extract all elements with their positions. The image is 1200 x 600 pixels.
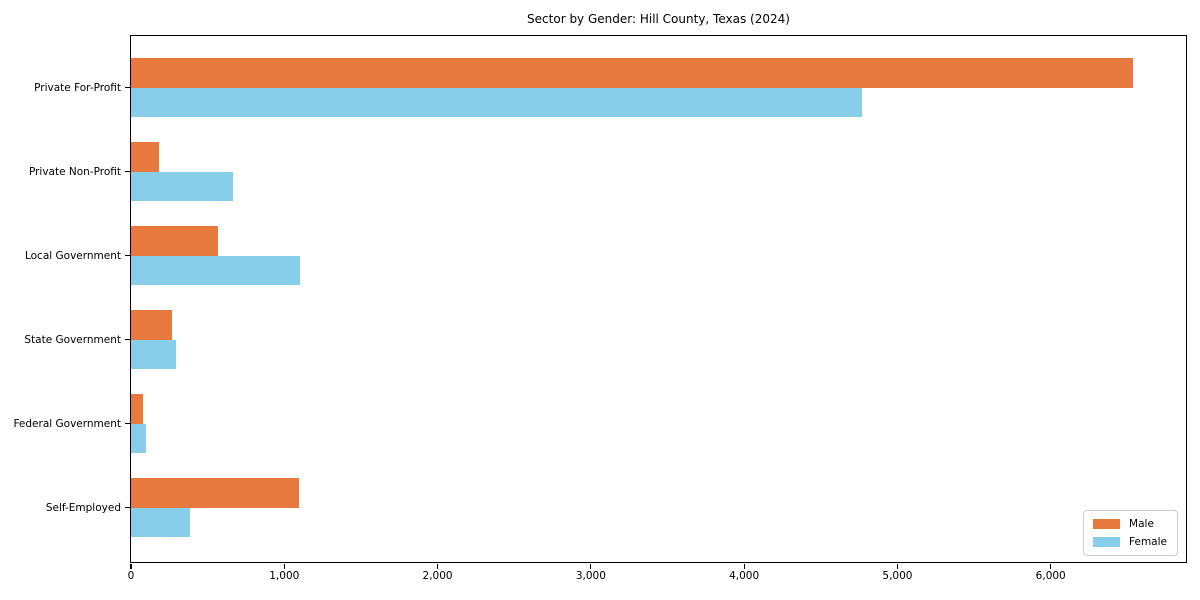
y-axis-tick: [125, 422, 131, 425]
bar-male-1: [131, 142, 160, 172]
x-axis-tick-label: 3,000: [575, 570, 606, 582]
bar-male-3: [131, 310, 173, 340]
y-axis-category-label: Federal Government: [13, 417, 121, 430]
y-axis-category-label: Self-Employed: [45, 501, 121, 514]
x-axis-tick: [130, 564, 132, 569]
x-axis-tick-label: 0: [127, 570, 135, 582]
bar-female-5: [131, 507, 190, 537]
bar-male-4: [131, 394, 143, 424]
x-axis-tick-label: 1,000: [269, 570, 300, 582]
y-axis-category-label: Private For-Profit: [34, 81, 121, 94]
x-axis-tick: [743, 564, 745, 569]
y-axis-category-label: State Government: [24, 333, 121, 346]
x-axis-tick-label: 2,000: [422, 570, 453, 582]
bar-female-1: [131, 171, 233, 201]
legend-swatch-female-icon: [1093, 537, 1121, 547]
y-axis-tick: [125, 506, 131, 509]
bar-male-0: [131, 58, 1134, 88]
plot-area: Male Female Private For-Profit Private Non…: [13, 35, 1187, 582]
legend-swatch-male-icon: [1093, 519, 1121, 529]
bar-female-2: [131, 255, 300, 285]
x-axis-tick: [436, 564, 439, 569]
x-axis-tick-label: 4,000: [729, 570, 760, 582]
bar-male-2: [131, 226, 219, 256]
bar-female-4: [131, 423, 146, 453]
legend-entry-female: Female: [1093, 536, 1167, 548]
x-axis-tick: [1050, 564, 1052, 569]
y-axis-tick: [125, 86, 131, 89]
y-axis-category-label: Local Government: [24, 249, 121, 262]
y-axis-tick: [125, 338, 131, 341]
x-axis-tick: [283, 564, 285, 569]
y-axis-tick: [125, 170, 131, 173]
legend-label: Female: [1129, 536, 1167, 548]
y-axis-category-label: Private Non-Profit: [28, 165, 121, 178]
bar-male-5: [131, 478, 299, 508]
bar-female-3: [131, 339, 176, 369]
legend-label: Male: [1129, 518, 1154, 530]
bar-female-0: [131, 87, 863, 117]
x-axis-tick: [896, 564, 898, 569]
x-axis-tick: [590, 564, 592, 569]
x-axis-tick-label: 5,000: [882, 570, 913, 582]
chart-title: Sector by Gender: Hill County, Texas (20…: [527, 12, 790, 26]
legend-entry-male: Male: [1093, 518, 1167, 530]
y-axis-tick: [125, 254, 131, 257]
legend: Male Female: [1083, 510, 1178, 556]
x-axis-tick-label: 6,000: [1035, 570, 1066, 582]
